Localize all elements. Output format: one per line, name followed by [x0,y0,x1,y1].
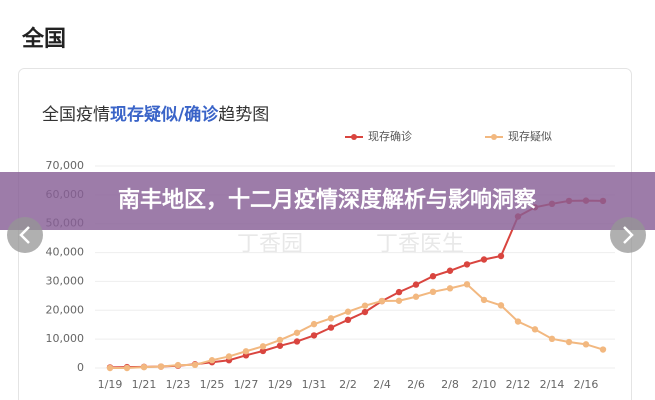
watermark: 丁香园 [237,232,303,257]
prev-icon [19,226,30,244]
data-point [174,361,182,369]
data-point [310,320,318,328]
watermark: 丁香医生 [376,232,464,257]
data-point [327,324,335,331]
next-button[interactable] [610,217,646,253]
x-tick-label: 1/21 [132,378,157,391]
x-tick-label: 2/10 [472,378,497,391]
data-point [242,348,250,355]
data-point [514,318,522,325]
x-tick-label: 2/16 [574,378,599,391]
y-tick-label: 0 [77,361,84,374]
data-point [259,343,267,350]
title-part: 全国疫情 [42,105,110,125]
data-point [395,288,403,296]
title-part: 趋势图 [218,105,269,125]
x-tick-label: 2/8 [441,378,459,391]
y-tick-label: 30,000 [46,274,85,287]
data-point [395,297,403,304]
data-point [378,297,386,305]
data-point [259,347,267,355]
data-point [225,353,233,360]
x-tick-label: 2/12 [506,378,531,391]
data-point [565,338,573,346]
x-tick-label: 1/29 [268,378,293,391]
header-title: 全国 [21,26,66,52]
x-tick-label: 1/25 [200,378,225,391]
title-part: / [178,105,185,125]
data-point [361,308,369,316]
x-tick-label: 2/6 [407,378,425,391]
data-point [344,308,352,315]
data-point [480,256,488,263]
data-point [191,361,199,369]
y-tick-label: 20,000 [46,303,85,316]
y-tick-label: 70,000 [46,159,85,172]
data-point [412,281,420,288]
data-point [480,296,488,304]
x-tick-label: 1/31 [302,378,327,391]
x-tick-label: 1/23 [166,378,191,391]
data-point [429,288,437,296]
prev-button[interactable] [7,217,43,253]
y-tick-label: 40,000 [46,246,85,259]
next-icon [623,226,634,244]
title-part: 确诊 [184,104,219,125]
data-point [463,281,471,288]
data-point [429,273,437,280]
data-point [446,285,454,292]
legend-marker [491,134,497,140]
data-point [276,342,284,349]
data-point [276,336,284,344]
legend-label: 现存疑似 [508,129,552,143]
x-tick-label: 1/27 [234,378,259,391]
x-tick-label: 2/4 [373,378,391,391]
banner [0,172,655,230]
banner-title: 南丰地区，十二月疫情深度解析与影响洞察 [118,187,537,213]
x-tick-label: 2/14 [540,378,565,391]
legend-label: 现存确诊 [368,129,412,143]
data-point [531,326,539,333]
data-point [599,346,607,353]
data-point [582,341,590,348]
legend-marker [351,134,357,140]
data-point [412,293,420,300]
data-point [463,261,471,268]
data-point [548,335,556,343]
data-point [327,315,335,322]
data-point [446,267,454,274]
data-point [497,302,505,309]
data-point [123,364,131,372]
data-point [293,338,301,345]
data-point [344,316,352,324]
chart-title: 全国疫情现存疑似/确诊趋势图 [42,104,269,125]
data-point [106,364,114,372]
data-point [497,252,505,260]
data-point [208,357,216,364]
x-tick-label: 2/2 [339,378,357,391]
x-tick-label: 1/19 [98,378,123,391]
data-point [310,332,318,339]
data-point [361,302,369,309]
data-point [293,329,301,336]
data-point [140,363,148,371]
title-part: 现存疑似 [110,104,178,125]
data-point [157,363,165,370]
y-tick-label: 10,000 [46,332,85,345]
